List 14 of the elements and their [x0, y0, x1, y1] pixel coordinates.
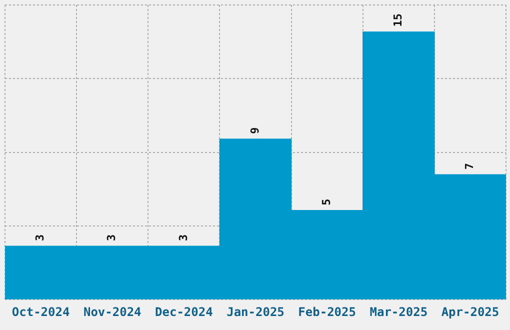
data-label: 3 — [105, 234, 118, 242]
x-tick-label: Jan-2025 — [226, 304, 284, 319]
data-label: 5 — [320, 198, 333, 206]
data-label: 3 — [176, 234, 190, 242]
data-label: 9 — [248, 127, 262, 134]
x-tick-label: Mar-2025 — [370, 304, 428, 319]
data-label: 3 — [34, 234, 47, 242]
x-tick-label: Apr-2025 — [441, 304, 500, 319]
x-tick-label: Dec-2024 — [155, 304, 213, 319]
data-label: 7 — [463, 162, 476, 170]
x-tick-label: Feb-2025 — [298, 304, 356, 319]
x-tick-label: Nov-2024 — [83, 304, 142, 319]
x-tick-label: Oct-2024 — [12, 304, 70, 319]
data-label: 15 — [392, 14, 404, 27]
